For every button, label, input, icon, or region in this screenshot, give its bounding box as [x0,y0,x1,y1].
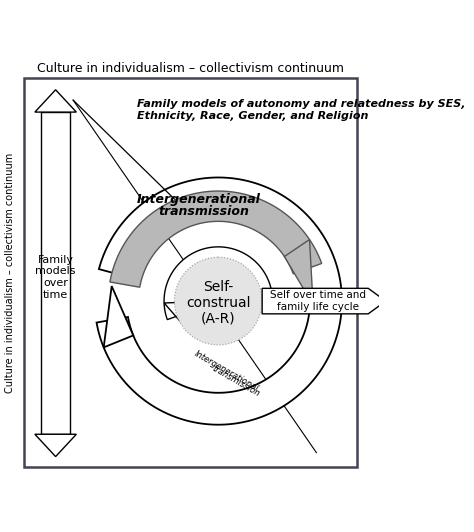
Text: Family models of autonomy and relatedness by SES,: Family models of autonomy and relatednes… [137,99,465,110]
Text: Self-: Self- [203,280,233,294]
Ellipse shape [174,257,262,345]
Text: Self over time and
family life cycle: Self over time and family life cycle [270,290,365,312]
Text: Ethnicity, Race, Gender, and Religion: Ethnicity, Race, Gender, and Religion [137,111,368,121]
FancyArrow shape [262,288,386,314]
Polygon shape [164,247,272,320]
Polygon shape [110,191,322,287]
Polygon shape [104,286,133,347]
Text: Intergenerational: Intergenerational [137,193,260,205]
Text: Culture in individualism – collectivism continuum: Culture in individualism – collectivism … [37,62,344,74]
Text: Family
models
over
time: Family models over time [36,255,76,300]
Polygon shape [164,302,190,332]
Text: construal: construal [186,296,251,310]
Polygon shape [35,434,76,456]
Text: transmission: transmission [158,205,249,218]
Polygon shape [284,239,313,305]
Text: Intergenerational: Intergenerational [192,349,260,393]
Polygon shape [35,90,76,112]
Polygon shape [97,178,342,425]
Text: Culture in individualism – collectivism continuum: Culture in individualism – collectivism … [5,152,15,393]
Text: transmission: transmission [210,364,261,399]
Bar [41,112,70,434]
Bar [24,78,357,467]
Text: (A-R): (A-R) [201,312,236,326]
